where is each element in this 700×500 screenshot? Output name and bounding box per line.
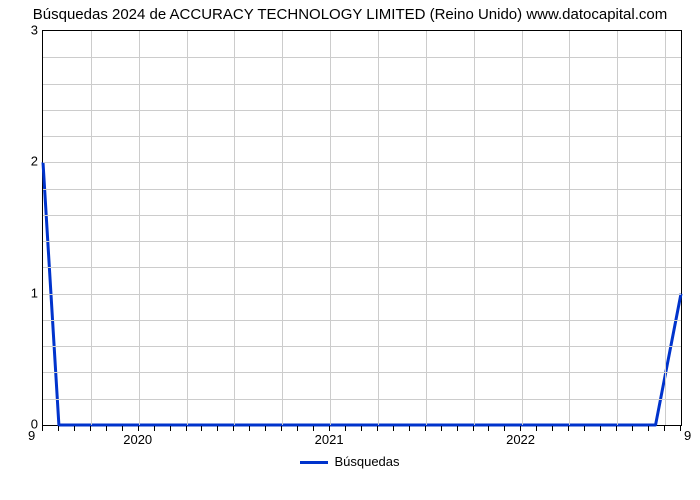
x-minor-tick <box>393 426 394 431</box>
x-minor-tick <box>568 426 569 431</box>
vgrid <box>282 31 283 425</box>
x-tick-label: 2021 <box>315 432 344 447</box>
x-minor-tick <box>664 426 665 431</box>
x-minor-tick <box>425 426 426 431</box>
x-minor-tick <box>520 426 521 431</box>
y-tick-label: 2 <box>8 154 38 169</box>
x-minor-tick <box>106 426 107 431</box>
x-minor-tick <box>441 426 442 431</box>
x-tick-label: 2020 <box>123 432 152 447</box>
x-minor-tick <box>249 426 250 431</box>
y-tick-label: 1 <box>8 285 38 300</box>
x-minor-tick <box>42 426 43 431</box>
x-minor-tick <box>632 426 633 431</box>
x-minor-tick <box>648 426 649 431</box>
x-minor-tick <box>584 426 585 431</box>
vgrid <box>139 31 140 425</box>
vgrid <box>378 31 379 425</box>
x-minor-tick <box>186 426 187 431</box>
x-minor-tick <box>313 426 314 431</box>
x-minor-tick <box>329 426 330 431</box>
x-minor-tick <box>281 426 282 431</box>
x-minor-tick <box>504 426 505 431</box>
x-minor-tick <box>377 426 378 431</box>
y-tick-label: 3 <box>8 23 38 38</box>
x-minor-tick <box>600 426 601 431</box>
legend-swatch <box>300 461 328 464</box>
x-minor-tick <box>361 426 362 431</box>
x-minor-tick <box>457 426 458 431</box>
x-minor-tick <box>122 426 123 431</box>
vgrid <box>91 31 92 425</box>
legend-label: Búsquedas <box>334 454 399 469</box>
x-minor-tick <box>74 426 75 431</box>
vgrid <box>187 31 188 425</box>
vgrid <box>617 31 618 425</box>
x-minor-tick <box>170 426 171 431</box>
chart-container: Búsquedas 2024 de ACCURACY TECHNOLOGY LI… <box>0 0 700 500</box>
x-minor-tick <box>265 426 266 431</box>
corner-label-right: 9 <box>684 428 691 443</box>
x-minor-tick <box>90 426 91 431</box>
chart-title: Búsquedas 2024 de ACCURACY TECHNOLOGY LI… <box>0 0 700 27</box>
x-minor-tick <box>154 426 155 431</box>
vgrid <box>522 31 523 425</box>
vgrid <box>426 31 427 425</box>
x-minor-tick <box>138 426 139 431</box>
x-minor-tick <box>536 426 537 431</box>
x-minor-tick <box>297 426 298 431</box>
x-minor-tick <box>201 426 202 431</box>
x-minor-tick <box>58 426 59 431</box>
x-minor-tick <box>345 426 346 431</box>
plot-area <box>42 30 682 426</box>
vgrid <box>474 31 475 425</box>
x-minor-tick <box>488 426 489 431</box>
vgrid <box>569 31 570 425</box>
vgrid <box>330 31 331 425</box>
x-minor-tick <box>217 426 218 431</box>
vgrid <box>665 31 666 425</box>
x-tick-label: 2022 <box>506 432 535 447</box>
x-minor-tick <box>409 426 410 431</box>
y-tick-label: 0 <box>8 417 38 432</box>
x-minor-tick <box>473 426 474 431</box>
x-minor-tick <box>552 426 553 431</box>
x-minor-tick <box>680 426 681 431</box>
vgrid <box>234 31 235 425</box>
x-minor-tick <box>616 426 617 431</box>
x-minor-tick <box>233 426 234 431</box>
legend: Búsquedas <box>0 454 700 469</box>
